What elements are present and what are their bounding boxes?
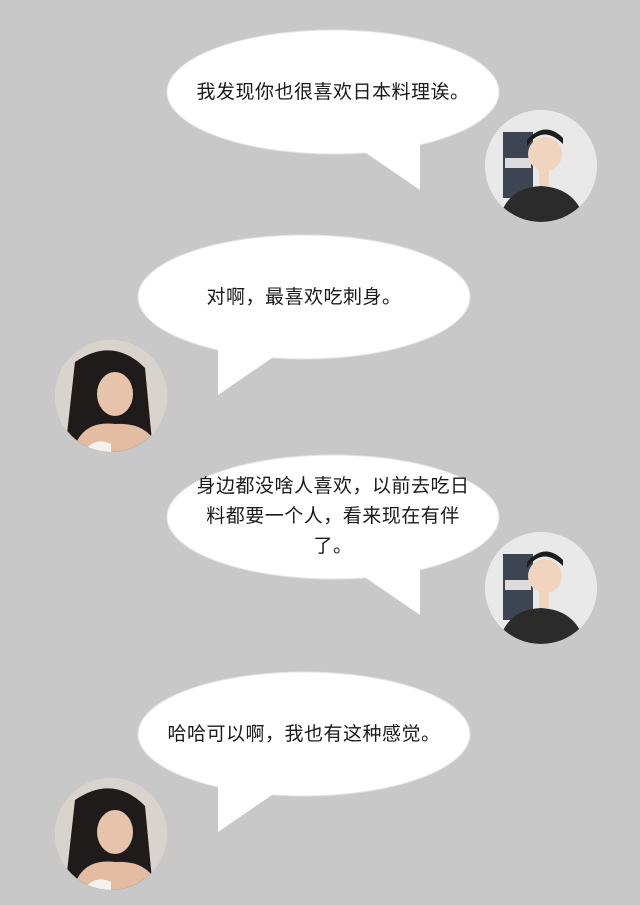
speech-bubble-shape [137, 671, 471, 832]
message-text: 身边都没啥人喜欢，以前去吃日料都要一个人，看来现在有伴了。 [196, 475, 470, 557]
female-avatar [55, 340, 167, 452]
message-text: 我发现你也很喜欢日本料理诶。 [196, 81, 470, 103]
message-bubble-3: 身边都没啥人喜欢，以前去吃日料都要一个人，看来现在有伴了。 [165, 454, 501, 615]
female-avatar [55, 778, 167, 890]
message-bubble-4: 哈哈可以啊，我也有这种感觉。 [136, 671, 472, 832]
message-bubble-1: 我发现你也很喜欢日本料理诶。 [165, 29, 501, 190]
male-avatar-icon [485, 110, 597, 222]
speech-bubble-shape [166, 454, 500, 615]
speech-bubble-shape [166, 29, 500, 190]
message-text: 哈哈可以啊，我也有这种感觉。 [167, 723, 441, 745]
female-avatar-icon [55, 778, 167, 890]
message-bubble-2: 对啊，最喜欢吃刺身。 [136, 234, 472, 395]
message-text: 对啊，最喜欢吃刺身。 [206, 286, 402, 308]
male-avatar [485, 532, 597, 644]
speech-bubble-shape [137, 234, 471, 395]
male-avatar-icon [485, 532, 597, 644]
male-avatar [485, 110, 597, 222]
female-avatar-icon [55, 340, 167, 452]
